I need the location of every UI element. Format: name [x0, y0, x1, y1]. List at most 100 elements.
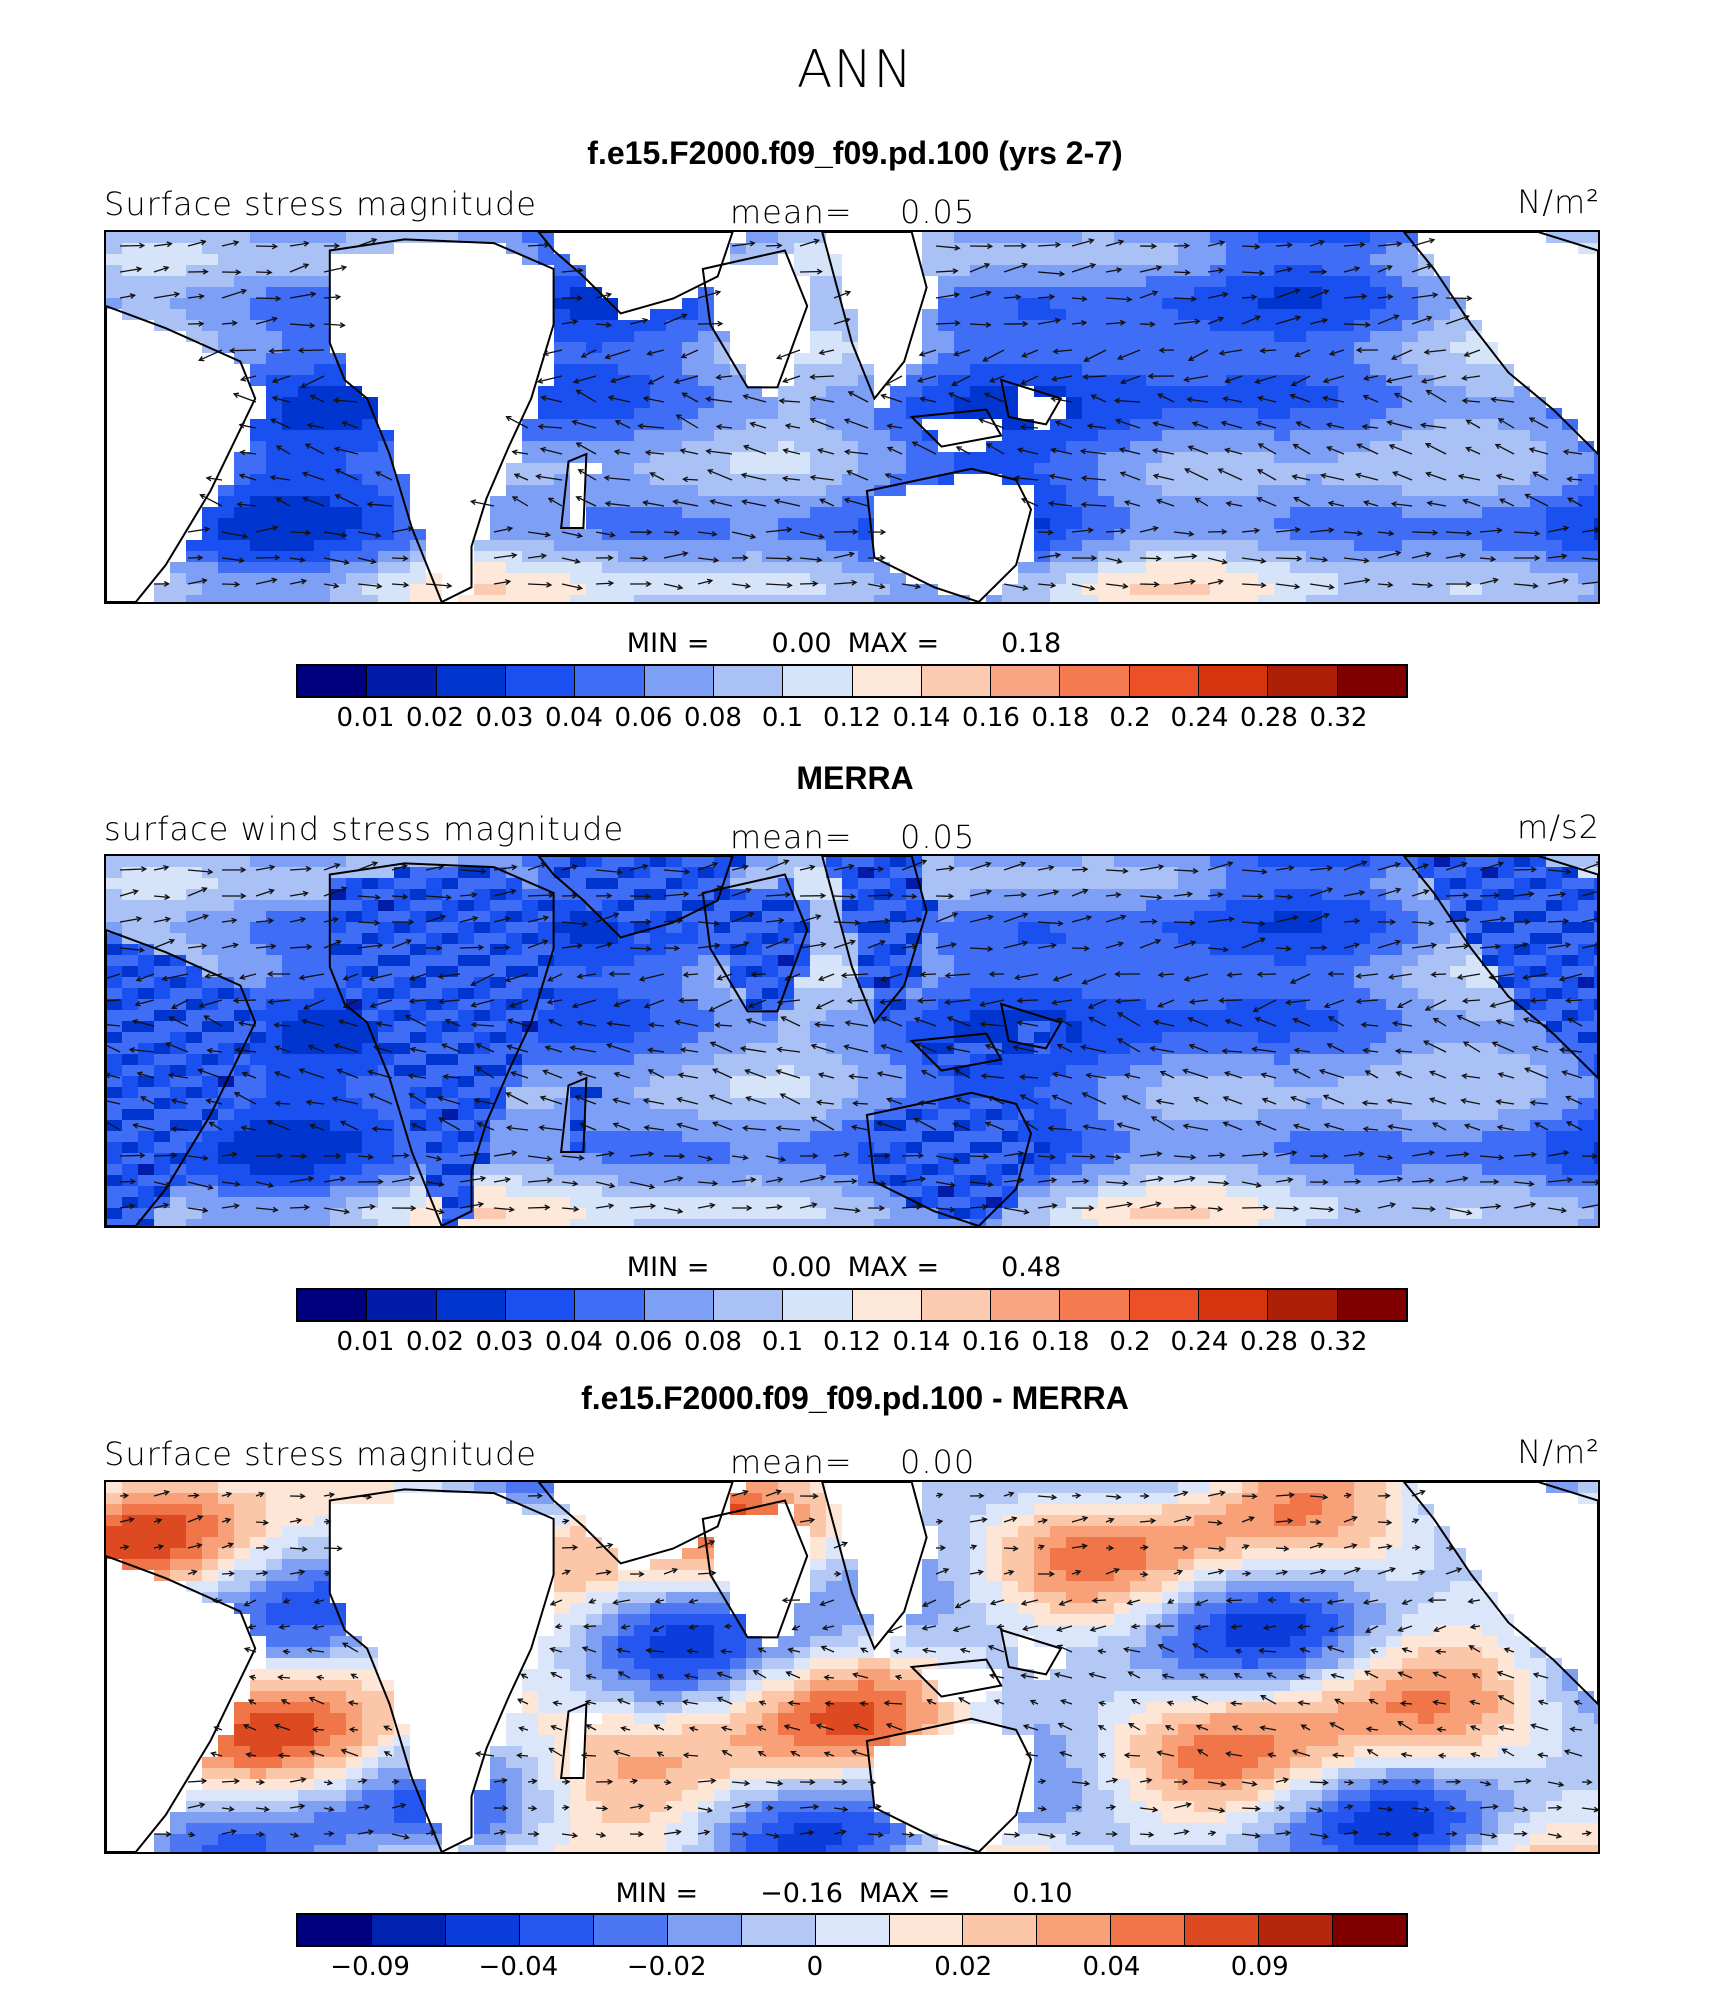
- coastline: [821, 232, 928, 401]
- colorbar-tick-label: 0.14: [892, 1327, 951, 1357]
- colorbar-tick-label: 0.03: [475, 703, 534, 733]
- panel-title: f.e15.F2000.f09_f09.pd.100 - MERRA: [581, 1380, 1129, 1416]
- coastline: [1402, 232, 1598, 456]
- map-panel: [104, 1480, 1600, 1854]
- colorbar-tick-label: 0.1: [761, 703, 804, 733]
- variable-label: surface wind stress magnitude: [104, 810, 625, 848]
- colorbar-tick-label: 0.24: [1170, 703, 1229, 733]
- colorbar-tick-label: 0.18: [1031, 703, 1090, 733]
- coastline: [999, 1628, 1063, 1676]
- colorbar-tick-label: 0.12: [823, 703, 881, 733]
- colorbar-tick-label: 0.03: [475, 1327, 534, 1357]
- coastline: [909, 1032, 1003, 1072]
- colorbar-ticks: −0.09 −0.04 −0.02 0 0.02 0.04 0.09: [296, 1952, 1408, 1982]
- colorbar-swatch: [644, 1290, 714, 1320]
- colorbar-swatch: [445, 1915, 520, 1945]
- figure-title: ANN: [796, 40, 914, 100]
- colorbar-tick-label: 0.01: [336, 703, 395, 733]
- colorbar-swatch: [667, 1915, 742, 1945]
- coastline: [1402, 856, 1598, 1080]
- colorbar-swatch: [1060, 666, 1130, 696]
- colorbar-swatch: [1037, 1915, 1112, 1945]
- mean-value: 0.00: [900, 1443, 976, 1481]
- coastline: [865, 1717, 1033, 1852]
- colorbar-tick-label: 0.32: [1309, 703, 1368, 733]
- min-max-readout: MIN = 0.00 MAX = 0.18: [0, 628, 1710, 659]
- min-value: 0.00: [771, 1252, 832, 1283]
- coastline: [909, 408, 1003, 448]
- units-label: N/m²: [1517, 1433, 1600, 1471]
- colorbar: [296, 1913, 1408, 1947]
- colorbar-swatch: [367, 1290, 437, 1320]
- colorbar-swatch: [921, 666, 992, 696]
- min-max-readout: MIN = −0.16 MAX = 0.10: [0, 1878, 1710, 1909]
- coastline: [701, 873, 809, 1013]
- colorbar-tick-label: 0.28: [1240, 703, 1298, 733]
- colorbar-swatch: [298, 666, 368, 696]
- colorbar-swatch: [436, 666, 506, 696]
- mean-value: 0.05: [900, 193, 976, 231]
- colorbar-ticks: 0.01 0.02 0.03 0.04 0.06 0.08 0.1 0.12 0.14 0.16 0…: [296, 1327, 1408, 1357]
- colorbar-swatch: [713, 1290, 784, 1320]
- colorbar-tick-label: 0.04: [545, 703, 603, 733]
- colorbar-swatch: [783, 1290, 853, 1320]
- colorbar-swatch: [593, 1915, 668, 1945]
- coastline: [328, 862, 555, 1226]
- variable-label: Surface stress magnitude: [104, 1435, 537, 1473]
- max-label: MAX =: [847, 1252, 940, 1283]
- colorbar: [296, 664, 1408, 698]
- min-label: MIN =: [626, 628, 710, 659]
- coastline: [537, 856, 734, 939]
- coastline: [865, 467, 1033, 602]
- colorbar-swatch: [963, 1915, 1038, 1945]
- colorbar-tick-label: 0.16: [962, 1327, 1020, 1357]
- colorbar-tick-label: 0.2: [1109, 703, 1151, 733]
- colorbar-swatch: [991, 1290, 1061, 1320]
- min-label: MIN =: [615, 1878, 699, 1909]
- panel-title: f.e15.F2000.f09_f09.pd.100 (yrs 2-7): [587, 135, 1123, 171]
- coastline: [821, 856, 928, 1025]
- coastline: [559, 452, 588, 529]
- colorbar-swatch: [1129, 666, 1200, 696]
- colorbar-swatch: [1333, 1915, 1407, 1945]
- colorbar-swatch: [713, 666, 784, 696]
- colorbar-swatch: [1129, 1290, 1200, 1320]
- colorbar-swatch: [367, 666, 437, 696]
- colorbar-tick-label: 0.2: [1109, 1327, 1151, 1357]
- colorbar-swatch: [741, 1915, 816, 1945]
- coastline: [865, 1091, 1033, 1226]
- min-value: −0.16: [760, 1878, 843, 1909]
- max-label: MAX =: [847, 628, 940, 659]
- coastline: [1402, 1482, 1598, 1706]
- colorbar-tick-label: 0.02: [934, 1952, 993, 1982]
- colorbar-swatch: [505, 1290, 576, 1320]
- colorbar-tick-label: 0.12: [823, 1327, 881, 1357]
- colorbar-swatch: [298, 1290, 368, 1320]
- colorbar: [296, 1288, 1408, 1322]
- colorbar-swatch: [1199, 666, 1269, 696]
- units-label: N/m²: [1517, 183, 1600, 221]
- variable-label: Surface stress magnitude: [104, 185, 537, 223]
- colorbar-swatch: [852, 1290, 922, 1320]
- colorbar-swatch: [298, 1915, 372, 1945]
- coastline: [701, 249, 809, 389]
- colorbar-tick-label: 0.02: [406, 1327, 464, 1357]
- colorbar-tick-label: 0.28: [1240, 1327, 1298, 1357]
- colorbar-swatch: [1185, 1915, 1260, 1945]
- units-label: m/s2: [1517, 808, 1600, 846]
- colorbar-swatch: [783, 666, 853, 696]
- panel-title: MERRA: [796, 760, 914, 796]
- colorbar-tick-label: 0.02: [406, 703, 464, 733]
- colorbar-swatch: [1337, 1290, 1406, 1320]
- colorbar-ticks: 0.01 0.02 0.03 0.04 0.06 0.08 0.1 0.12 0.14 0.16 0…: [296, 703, 1408, 733]
- colorbar-swatch: [644, 666, 714, 696]
- max-value: 0.48: [1001, 1252, 1062, 1283]
- coastline: [537, 1482, 734, 1565]
- colorbar-swatch: [921, 1290, 992, 1320]
- colorbar-tick-label: 0.18: [1031, 1327, 1090, 1357]
- colorbar-tick-label: −0.09: [330, 1952, 410, 1982]
- colorbar-tick-label: 0.04: [1082, 1952, 1141, 1982]
- stress-field: [106, 856, 1598, 1226]
- colorbar-swatch: [575, 666, 645, 696]
- colorbar-swatch: [505, 666, 576, 696]
